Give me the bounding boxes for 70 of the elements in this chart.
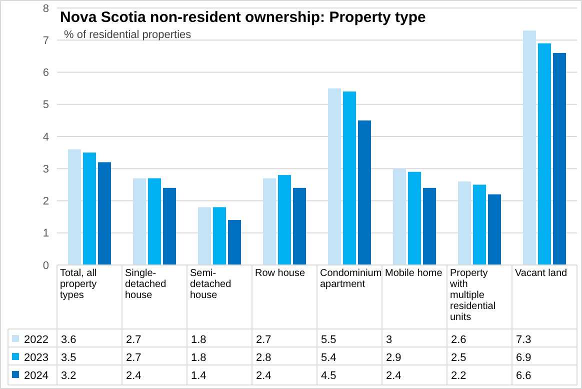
y-tick-label: 7 <box>42 34 49 47</box>
bar <box>458 181 471 265</box>
bar <box>538 43 551 265</box>
data-label: 5.5 <box>321 334 336 346</box>
data-label: 3 <box>386 334 392 346</box>
data-label: 2.8 <box>256 352 272 364</box>
bar <box>328 88 341 265</box>
data-label: 3.5 <box>61 352 76 364</box>
data-label: 1.4 <box>191 370 206 382</box>
bar <box>293 188 306 265</box>
x-tick-label: Total, all property types <box>60 268 97 301</box>
data-label: 2.7 <box>126 352 142 364</box>
data-label: 2.4 <box>256 370 272 382</box>
data-label: 2.4 <box>386 370 402 382</box>
bar <box>83 152 96 265</box>
bar <box>523 30 536 265</box>
x-tick-label: Row house <box>255 268 306 279</box>
x-tick-label: Single-detached house <box>125 268 166 301</box>
y-tick-label: 0 <box>42 260 49 272</box>
bar <box>278 175 291 265</box>
data-label: 7.3 <box>516 334 532 346</box>
x-tick-label: Property with multiple residential units <box>449 268 496 323</box>
y-tick-label: 6 <box>42 67 49 80</box>
data-label: 3.2 <box>61 370 76 382</box>
bar <box>68 149 81 265</box>
text: % of residential properties <box>64 29 192 41</box>
chart-title: Nova Scotia non-resident ownership: Property type <box>60 9 426 26</box>
data-label: 6.9 <box>516 352 532 364</box>
data-label: 2.6 <box>451 334 466 346</box>
legend-label: 2024 <box>24 370 48 382</box>
bar <box>228 220 241 265</box>
x-tick-label: Condominium apartment <box>320 268 382 290</box>
bar <box>148 178 161 265</box>
x-tick-label: Mobile home <box>385 268 443 279</box>
bar <box>393 168 406 265</box>
bar <box>358 120 371 265</box>
data-label: 2.5 <box>451 352 466 364</box>
data-label: 5.4 <box>321 352 336 364</box>
y-tick-label: 5 <box>42 99 49 112</box>
data-label: 1.8 <box>191 352 206 364</box>
bar <box>473 184 486 265</box>
data-label: 2.7 <box>126 334 142 346</box>
data-label: 6.6 <box>516 370 532 382</box>
y-tick-label: 1 <box>42 228 49 240</box>
x-tick-label: Vacant land <box>515 268 568 279</box>
y-tick-label: 8 <box>42 2 49 15</box>
bar <box>213 207 226 265</box>
data-label: 2.2 <box>451 370 466 382</box>
y-tick-label: 3 <box>42 163 49 176</box>
data-label: 2.9 <box>386 352 402 364</box>
bar <box>133 178 146 265</box>
bar <box>198 207 211 265</box>
legend-label: 2023 <box>24 352 48 364</box>
bar <box>263 178 276 265</box>
data-label: 2.7 <box>256 334 272 346</box>
data-label: 4.5 <box>321 370 336 382</box>
bar <box>488 194 501 265</box>
data-label: 1.8 <box>191 334 206 346</box>
bar <box>98 162 111 265</box>
legend-label: 2022 <box>24 334 48 346</box>
bar <box>163 188 176 265</box>
bar <box>343 92 356 265</box>
y-tick-label: 4 <box>42 131 49 144</box>
bar <box>553 52 566 265</box>
y-tick-label: 2 <box>42 196 49 208</box>
x-tick-label: Semi-detached house <box>190 268 232 301</box>
bar <box>408 172 421 265</box>
data-label: 3.6 <box>61 334 76 346</box>
data-label: 2.4 <box>126 370 142 382</box>
bar <box>423 188 436 265</box>
